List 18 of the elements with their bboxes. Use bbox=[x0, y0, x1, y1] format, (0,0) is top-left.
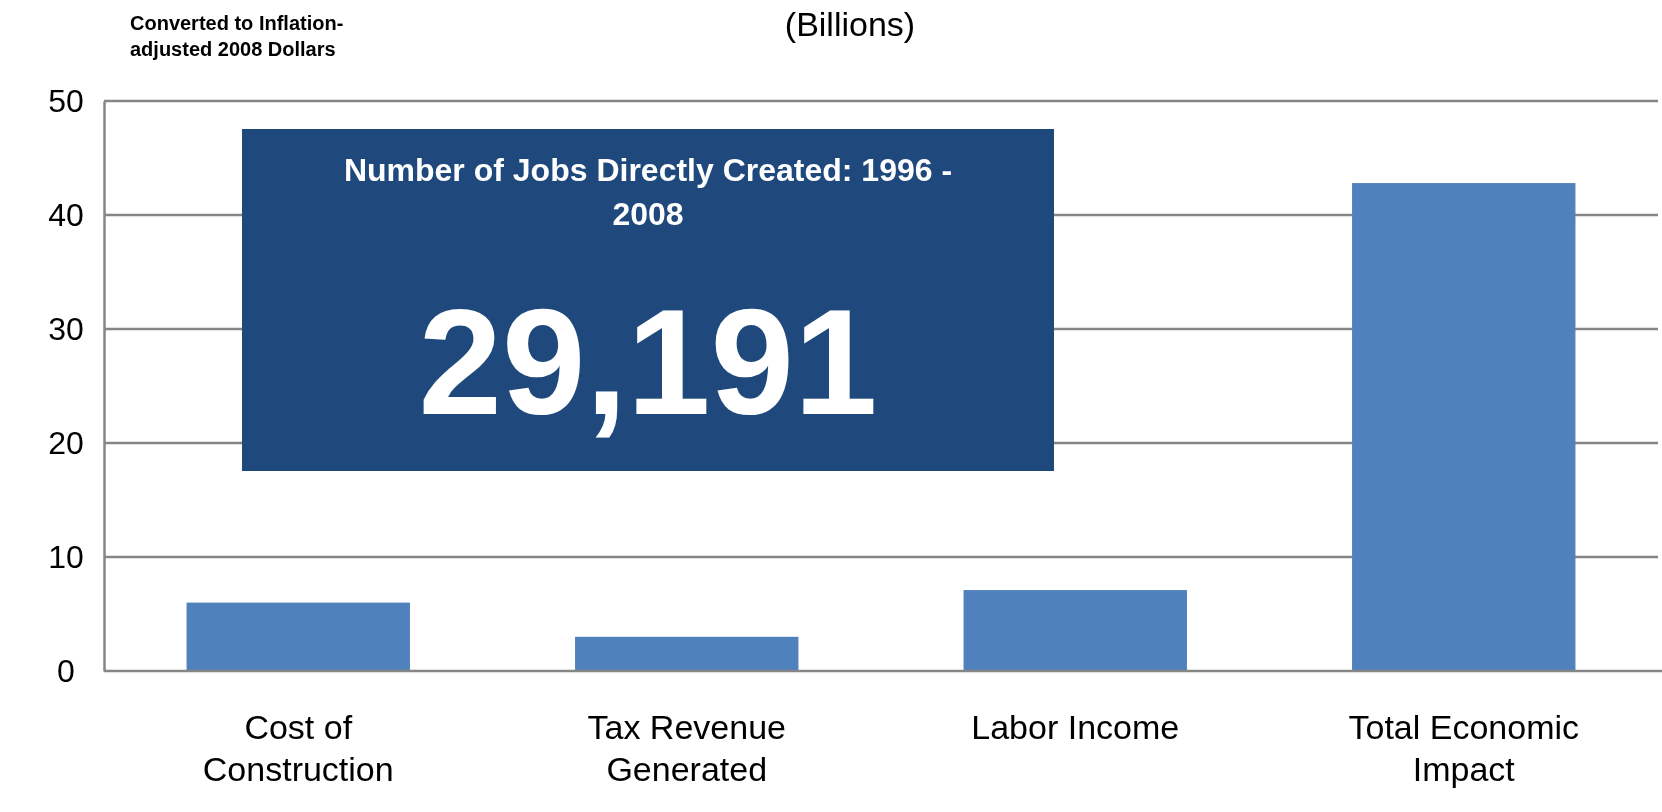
x-tick-label: Cost of Construction bbox=[202, 708, 394, 788]
bar bbox=[963, 590, 1187, 671]
y-tick-label: 40 bbox=[48, 196, 84, 233]
bar bbox=[1352, 183, 1576, 671]
y-tick-label: 10 bbox=[48, 538, 84, 575]
y-tick-label: 0 bbox=[57, 652, 75, 689]
y-tick-label: 30 bbox=[48, 310, 84, 347]
x-tick-label: Total Economic Impact bbox=[1348, 708, 1580, 788]
bar bbox=[575, 636, 799, 671]
x-tick-label: Tax Revenue Generated bbox=[587, 708, 786, 788]
x-tick-label: Labor Income bbox=[971, 708, 1180, 746]
chart-title: (Billions) bbox=[784, 5, 916, 43]
annotation: 29,191 bbox=[418, 278, 878, 446]
y-tick-label: 50 bbox=[48, 82, 84, 119]
text: Converted to Inflation-adjusted 2008 Dollars bbox=[130, 12, 344, 60]
y-tick-label: 20 bbox=[48, 424, 84, 461]
annotation: Number of Jobs Directly Created: 1996 - 2008 bbox=[343, 152, 953, 232]
bar bbox=[186, 602, 410, 671]
